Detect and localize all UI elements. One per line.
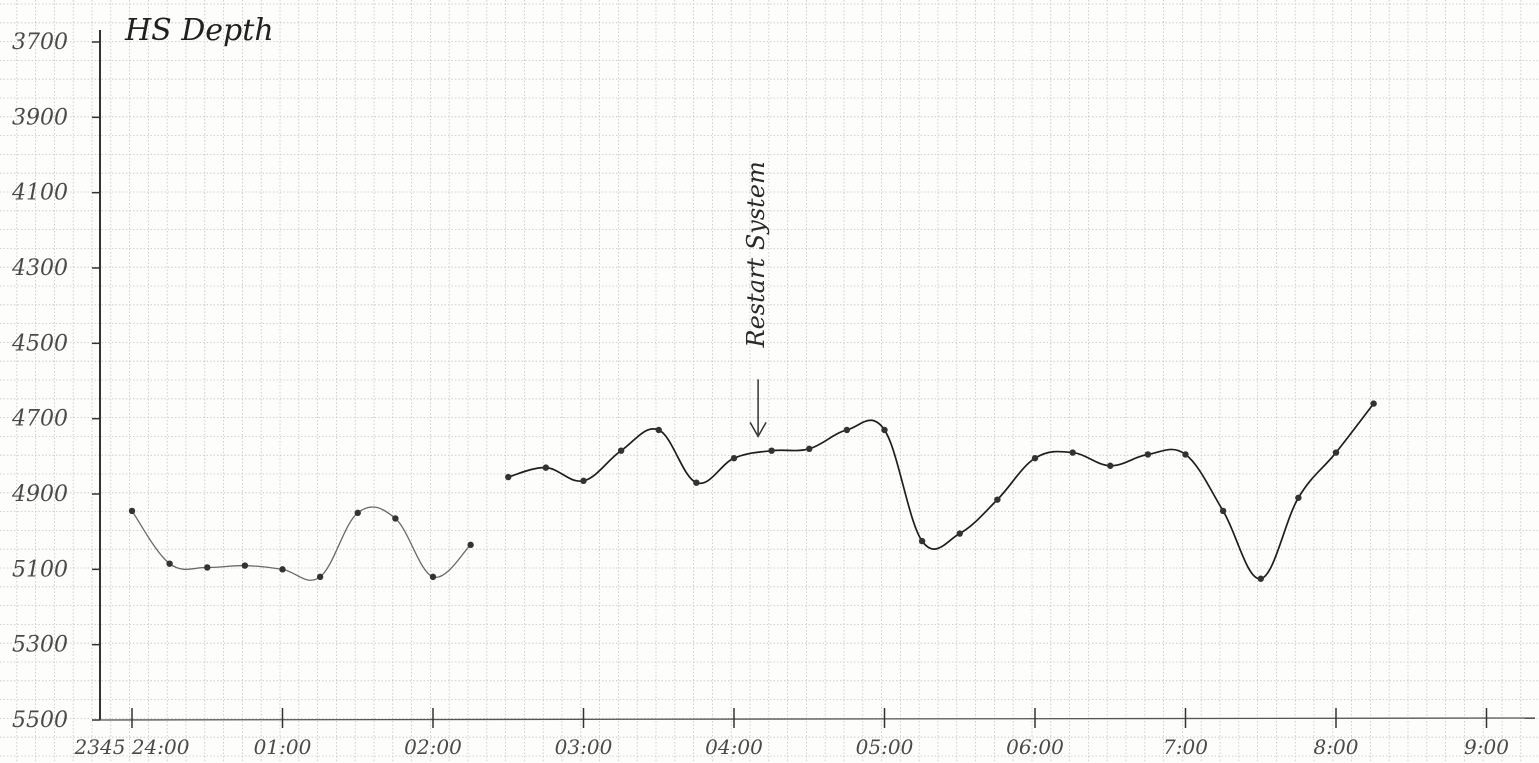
data-point: [806, 445, 813, 452]
data-point: [580, 477, 587, 485]
x-tick-label: 02:00: [404, 735, 462, 759]
series-line: [507, 402, 1375, 580]
data-point: [392, 515, 399, 522]
x-tick-label: 01:00: [254, 735, 312, 759]
data-point: [542, 464, 550, 471]
data-point: [1069, 449, 1076, 456]
data-point: [1182, 451, 1189, 458]
data-point: [994, 496, 1001, 503]
data-point: [316, 573, 324, 581]
y-tick-label: 4900: [11, 482, 68, 507]
y-tick-label: 4300: [11, 256, 68, 281]
data-point: [768, 447, 775, 454]
series-points: [128, 400, 1377, 582]
data-point: [241, 562, 249, 569]
data-point: [128, 507, 136, 515]
x-axis-ticks: 2345 24:00 01:00 02:00 03:00 04:00 05:00 06:00…: [74, 708, 1509, 759]
x-tick-label: 04:00: [705, 735, 763, 759]
y-tick-label: 5100: [12, 557, 68, 582]
data-point: [279, 566, 286, 573]
data-point: [1295, 494, 1302, 501]
data-point: [204, 564, 211, 571]
data-point: [956, 530, 963, 537]
x-tick-label: 7:00: [1163, 735, 1208, 759]
annotation-restart-system: Restart System: [742, 161, 770, 348]
y-tick-label: 5300: [12, 633, 68, 658]
x-tick-label: 8:00: [1314, 735, 1359, 759]
y-tick-label: 3900: [12, 105, 68, 130]
y-tick-label: 4700: [11, 407, 68, 432]
chart-title: HS Depth: [124, 13, 274, 48]
x-tick-label: 2345 24:00: [74, 735, 190, 759]
data-point: [843, 426, 851, 434]
data-point: [1144, 451, 1152, 458]
data-point: [1257, 575, 1264, 582]
data-point: [617, 447, 625, 454]
data-point: [467, 541, 474, 549]
y-tick-label: 5500: [12, 708, 68, 733]
data-point: [1332, 449, 1340, 456]
series-lines: [131, 402, 1375, 581]
data-point: [1107, 462, 1114, 469]
data-point: [918, 537, 926, 545]
series-line: [131, 506, 472, 581]
data-point: [429, 573, 437, 581]
x-tick-label: 03:00: [555, 735, 613, 759]
axes: [99, 30, 1536, 721]
x-tick-label: 06:00: [1006, 735, 1064, 759]
data-point: [730, 455, 738, 462]
data-point: [1031, 455, 1039, 462]
data-point: [354, 509, 361, 517]
data-point: [1370, 400, 1377, 407]
data-point: [693, 479, 700, 486]
data-point: [655, 426, 662, 434]
y-axis-ticks: 3700 3900 4100 4300 4500 4700 4900 5100 5300 5500: [11, 30, 100, 733]
data-point: [1219, 507, 1227, 515]
x-tick-label: 05:00: [856, 735, 914, 759]
data-point: [505, 473, 512, 481]
x-tick-label: 9:00: [1464, 735, 1509, 759]
annotation-arrow-head: [749, 421, 767, 438]
x-axis-line: [99, 717, 1536, 721]
y-tick-label: 4500: [11, 331, 68, 356]
annotation-group: Restart System: [742, 161, 770, 438]
y-tick-label: 4100: [11, 181, 68, 206]
data-point: [166, 560, 173, 567]
y-tick-label: 3700: [12, 30, 68, 55]
data-point: [881, 426, 888, 434]
